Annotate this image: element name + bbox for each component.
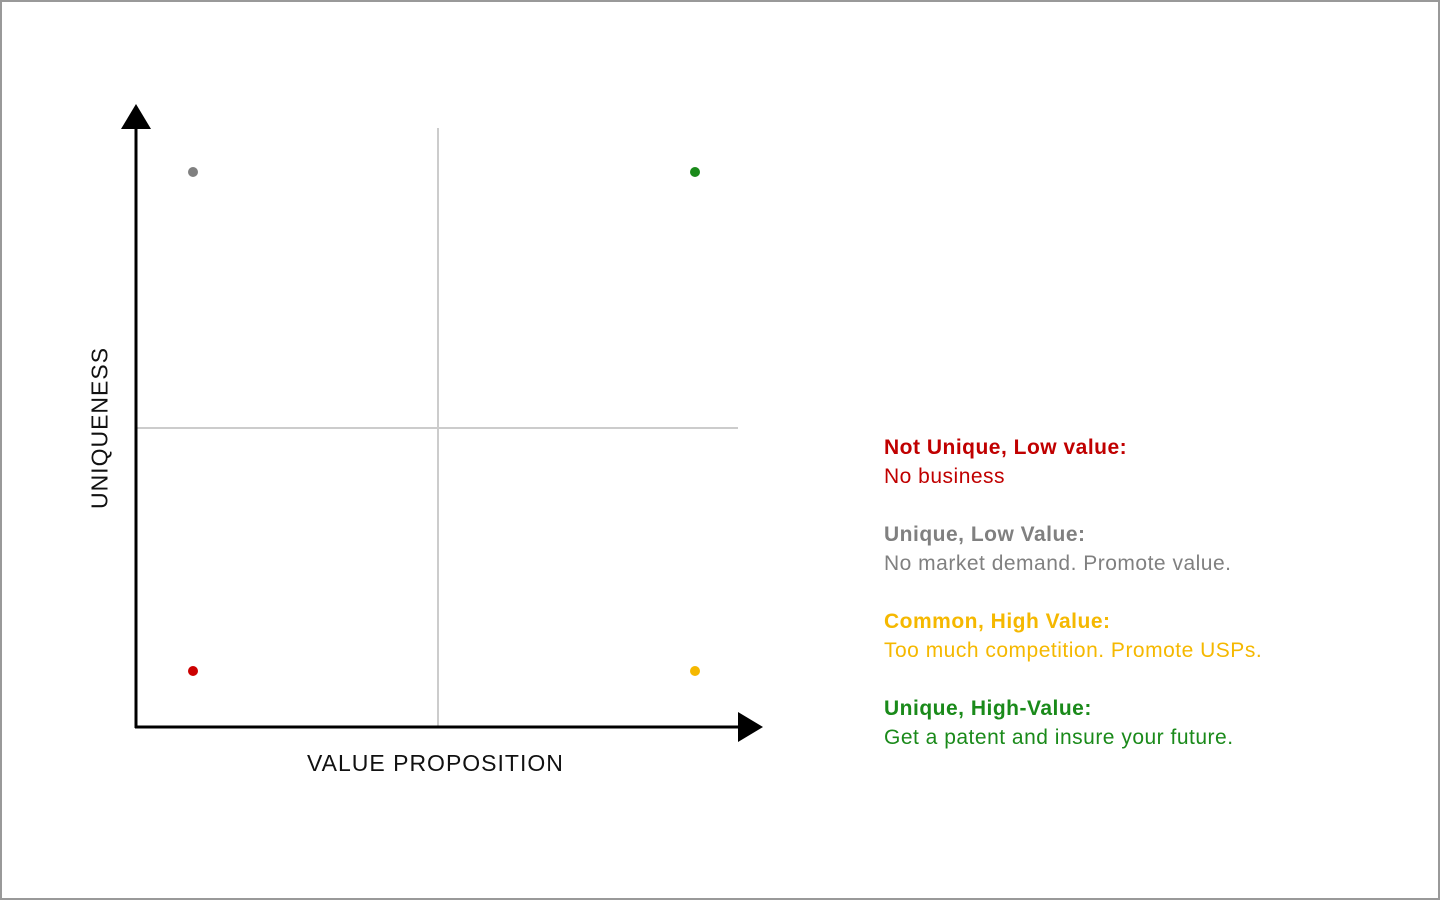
quadrant-points [188, 167, 700, 676]
legend-item-not-unique-low-value: Not Unique, Low value: No business [884, 433, 1404, 491]
point-bottom-left [188, 666, 198, 676]
legend-item-common-high-value: Common, High Value: Too much competition… [884, 607, 1404, 665]
legend-description: Too much competition. Promote USPs. [884, 639, 1263, 662]
legend-description: No business [884, 465, 1006, 488]
legend-title: Common, High Value: [884, 610, 1111, 633]
point-top-left [188, 167, 198, 177]
legend: Not Unique, Low value: No business Uniqu… [884, 433, 1404, 781]
x-axis-label: VALUE PROPOSITION [307, 750, 564, 776]
legend-item-unique-high-value: Unique, High-Value: Get a patent and ins… [884, 694, 1404, 752]
point-bottom-right [690, 666, 700, 676]
legend-item-unique-low-value: Unique, Low Value: No market demand. Pro… [884, 520, 1404, 578]
point-top-right [690, 167, 700, 177]
legend-title: Not Unique, Low value: [884, 436, 1128, 459]
legend-description: Get a patent and insure your future. [884, 726, 1234, 749]
legend-title: Unique, High-Value: [884, 697, 1092, 720]
legend-description: No market demand. Promote value. [884, 552, 1232, 575]
y-axis-arrow [121, 104, 151, 129]
legend-title: Unique, Low Value: [884, 523, 1086, 546]
y-axis-label: UNIQUENESS [86, 346, 113, 510]
x-axis-arrow [738, 712, 763, 742]
